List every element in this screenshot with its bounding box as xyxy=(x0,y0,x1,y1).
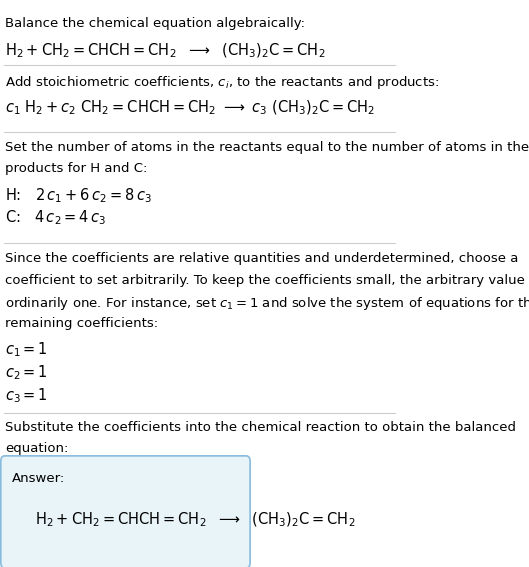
Text: Substitute the coefficients into the chemical reaction to obtain the balanced: Substitute the coefficients into the che… xyxy=(5,421,516,434)
FancyBboxPatch shape xyxy=(1,456,250,567)
Text: equation:: equation: xyxy=(5,442,68,455)
Text: Balance the chemical equation algebraically:: Balance the chemical equation algebraica… xyxy=(5,17,305,30)
Text: Set the number of atoms in the reactants equal to the number of atoms in the: Set the number of atoms in the reactants… xyxy=(5,141,529,154)
Text: ordinarily one. For instance, set $c_1 = 1$ and solve the system of equations fo: ordinarily one. For instance, set $c_1 =… xyxy=(5,295,529,312)
Text: C: $\ \ 4\,c_2 = 4\,c_3$: C: $\ \ 4\,c_2 = 4\,c_3$ xyxy=(5,209,106,227)
Text: coefficient to set arbitrarily. To keep the coefficients small, the arbitrary va: coefficient to set arbitrarily. To keep … xyxy=(5,274,529,287)
Text: Add stoichiometric coefficients, $c_i$, to the reactants and products:: Add stoichiometric coefficients, $c_i$, … xyxy=(5,74,439,91)
Text: $c_3 = 1$: $c_3 = 1$ xyxy=(5,386,48,405)
Text: Since the coefficients are relative quantities and underdetermined, choose a: Since the coefficients are relative quan… xyxy=(5,252,518,265)
Text: products for H and C:: products for H and C: xyxy=(5,162,147,175)
Text: H: $\ \ 2\,c_1 + 6\,c_2 = 8\,c_3$: H: $\ \ 2\,c_1 + 6\,c_2 = 8\,c_3$ xyxy=(5,186,151,205)
Text: $c_1 = 1$: $c_1 = 1$ xyxy=(5,341,48,359)
Text: $c_2 = 1$: $c_2 = 1$ xyxy=(5,363,48,382)
Text: $c_1\ \mathrm{H_2} + c_2\ \mathrm{CH_2{=}CHCH{=}CH_2} \ \longrightarrow \ c_3\ \: $c_1\ \mathrm{H_2} + c_2\ \mathrm{CH_2{=… xyxy=(5,99,375,117)
Text: Answer:: Answer: xyxy=(12,472,65,485)
Text: remaining coefficients:: remaining coefficients: xyxy=(5,317,158,330)
Text: $\mathrm{H_2 + CH_2{=}CHCH{=}CH_2 \ \ \longrightarrow \ \ (CH_3)_2C{=}CH_2}$: $\mathrm{H_2 + CH_2{=}CHCH{=}CH_2 \ \ \l… xyxy=(35,511,355,529)
Text: $\mathrm{H_2 + CH_2{=}CHCH{=}CH_2 \ \ \longrightarrow \ \ (CH_3)_2C{=}CH_2}$: $\mathrm{H_2 + CH_2{=}CHCH{=}CH_2 \ \ \l… xyxy=(5,42,325,60)
